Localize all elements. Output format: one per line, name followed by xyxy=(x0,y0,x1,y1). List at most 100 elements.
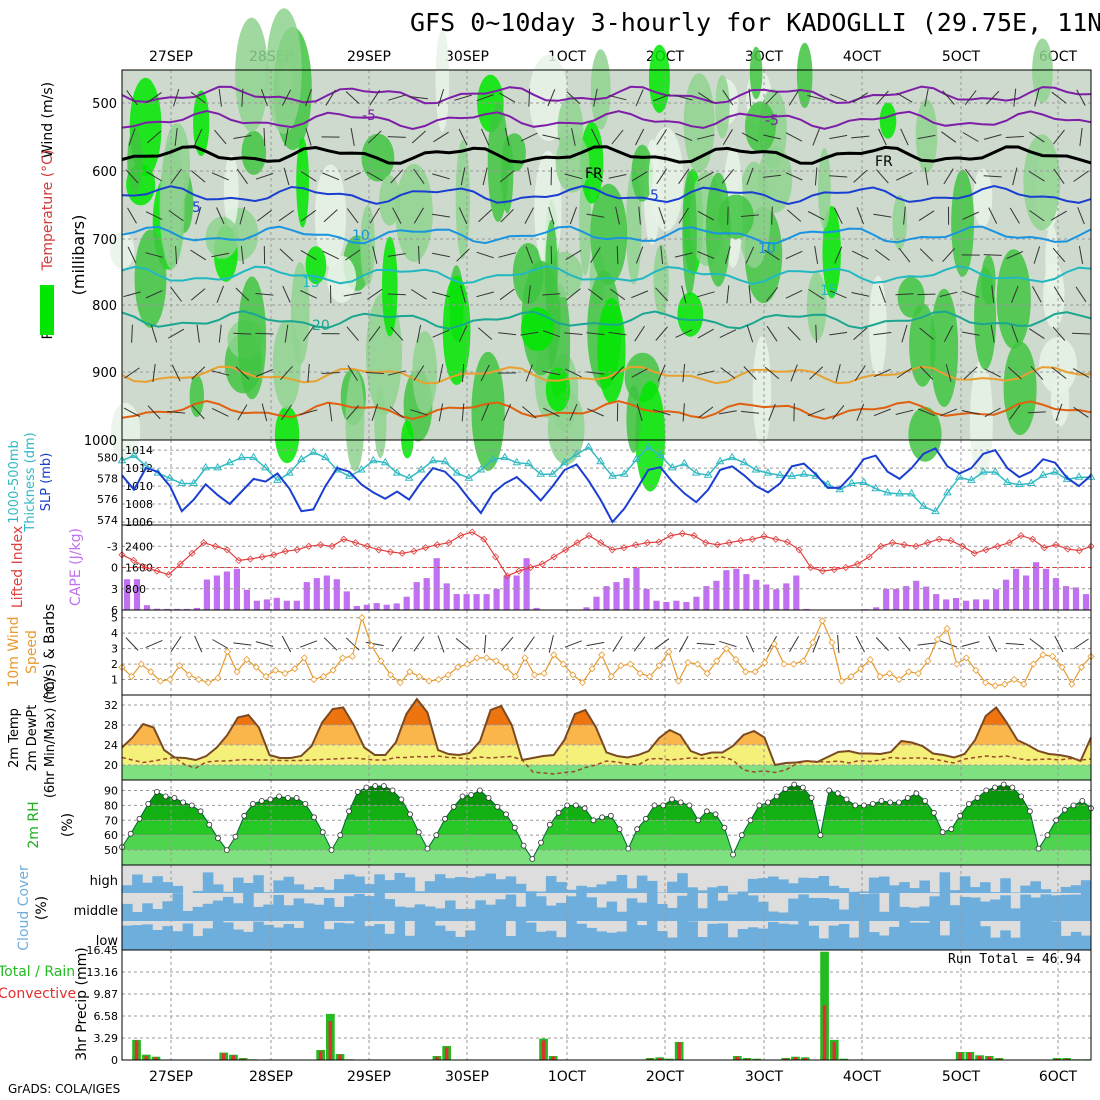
rh-marker-27 xyxy=(354,789,361,795)
surface-wind-barb-0-13 xyxy=(413,636,425,652)
wind-marker-56 xyxy=(655,662,663,670)
cape-bar-80 xyxy=(923,586,930,610)
cloud-cell-1-54 xyxy=(667,907,678,921)
cape-bar-26 xyxy=(383,604,390,610)
bottom-date-label-4: 1OCT xyxy=(548,1069,587,1085)
upper-wind-barb-2-12 xyxy=(390,169,404,184)
upper-wind-barb-0-11 xyxy=(369,89,381,106)
upper-wind-barb-1-4 xyxy=(214,129,227,145)
cloud-level-low: low xyxy=(96,934,119,949)
precip-conv-bar-87 xyxy=(968,1052,972,1060)
upper-wind-barb-3-7 xyxy=(278,210,295,222)
upper-wind-barb-3-2 xyxy=(168,210,184,222)
cloud-cell-1-34 xyxy=(465,908,476,921)
thickness-marker-19 xyxy=(344,471,354,479)
upper-wind-barb-0-30 xyxy=(788,89,800,106)
cloud-cell-2-56 xyxy=(687,921,698,950)
upper-wind-barb-8-28 xyxy=(740,410,759,414)
cloud-cell-0-14 xyxy=(263,892,274,893)
li-marker-44 xyxy=(632,541,640,549)
cloud-cell-0-28 xyxy=(404,877,416,893)
thickness-marker-11 xyxy=(249,452,258,461)
wind-marker-29 xyxy=(396,679,404,687)
wind-marker-69 xyxy=(780,660,788,668)
precip-conv-bar-55 xyxy=(658,1058,662,1060)
li-marker-19 xyxy=(340,535,348,543)
upper-wind-barb-8-4 xyxy=(211,407,229,417)
upper-wind-barb-5-38 xyxy=(962,290,980,298)
cloud-cell-0-89 xyxy=(1020,885,1031,893)
cloud-cell-0-84 xyxy=(969,887,981,893)
upper-wind-barb-2-43 xyxy=(1073,170,1089,182)
upper-wind-barb-2-20 xyxy=(564,173,583,180)
bottom-date-label-2: 29SEP xyxy=(347,1069,391,1085)
cloud-cell-1-66 xyxy=(788,898,799,921)
surface-wind-barb-0-0 xyxy=(125,637,139,651)
li-marker-51 xyxy=(713,541,721,549)
wind-marker-30 xyxy=(406,668,414,676)
upper-wind-barb-4-26 xyxy=(697,251,715,259)
lifted-index-line xyxy=(121,531,1092,577)
temp-tick-28: 28 xyxy=(104,719,118,732)
cloud-cell-2-77 xyxy=(899,921,910,950)
isotherm--5c xyxy=(121,85,1092,105)
li-marker-5 xyxy=(176,560,184,568)
precip-conv-bar-68 xyxy=(784,1058,788,1060)
thickness-marker-72 xyxy=(978,467,988,475)
cloud-cell-2-51 xyxy=(636,925,648,950)
li-marker-6 xyxy=(188,549,196,557)
upper-wind-barb-6-21 xyxy=(586,332,605,336)
cloud-cell-1-6 xyxy=(182,911,194,921)
thickness-marker-65 xyxy=(895,488,904,497)
upper-wind-barb-1-3 xyxy=(194,128,203,146)
cloud-cell-0-43 xyxy=(556,882,567,893)
upper-wind-barb-6-24 xyxy=(655,326,668,341)
wind-marker-84 xyxy=(924,657,932,665)
upper-wind-barb-0-17 xyxy=(499,92,516,103)
cloud-cell-0-35 xyxy=(475,876,486,893)
cloud-cell-0-91 xyxy=(1040,889,1052,893)
rh-marker-106 xyxy=(1044,832,1051,839)
cloud-cell-0-16 xyxy=(283,876,295,893)
thickness-marker-68 xyxy=(931,506,940,515)
cloud-cell-1-86 xyxy=(990,899,1001,921)
cloud-cell-2-43 xyxy=(556,937,567,950)
upper-wind-barb-2-26 xyxy=(697,171,714,182)
cloud-cell-2-6 xyxy=(182,923,194,950)
cloud-cell-1-50 xyxy=(626,898,638,921)
upper-wind-barb-7-43 xyxy=(1072,368,1090,378)
wind-ylabel-0: 10m Wind xyxy=(6,616,22,687)
cloud-cell-2-79 xyxy=(919,922,930,950)
rh-patch-73 xyxy=(471,351,505,471)
cloud-cell-1-30 xyxy=(424,906,436,921)
wind-marker-98 xyxy=(1058,663,1066,671)
cloud-cell-1-60 xyxy=(727,894,739,921)
isotherm-25c xyxy=(121,365,1092,385)
rh-patch-95 xyxy=(974,267,997,370)
upper-wind-barb-1-8 xyxy=(305,128,312,146)
wind-marker-75 xyxy=(838,677,846,685)
upper-wind-barb-0-21 xyxy=(593,88,598,107)
cape-bar-60 xyxy=(723,570,730,610)
rh-marker-6 xyxy=(171,795,178,801)
top-date-label-2: 29SEP xyxy=(347,49,391,65)
cloud-cell-0-88 xyxy=(1010,892,1021,893)
cape-bar-16 xyxy=(283,600,290,610)
li-marker-4 xyxy=(165,571,173,579)
dewpoint-line xyxy=(121,755,1092,775)
surface-wind-barb-0-9 xyxy=(323,637,338,651)
cloud-cell-1-65 xyxy=(778,912,789,921)
cloud-cell-0-31 xyxy=(434,874,446,893)
cloud-cell-2-60 xyxy=(727,937,739,950)
surface-wind-barb-0-15 xyxy=(455,638,471,650)
top-date-label-0: 27SEP xyxy=(149,49,193,65)
cape-bar-23 xyxy=(353,606,360,610)
cape-bar-91 xyxy=(1033,562,1040,610)
cape-bar-87 xyxy=(993,589,1000,610)
cloud-cell-2-10 xyxy=(222,922,234,950)
upper-wind-barb-6-37 xyxy=(944,325,954,342)
li-marker-45 xyxy=(643,539,651,547)
rh-marker-101 xyxy=(1000,781,1007,788)
li-marker-53 xyxy=(737,537,745,545)
